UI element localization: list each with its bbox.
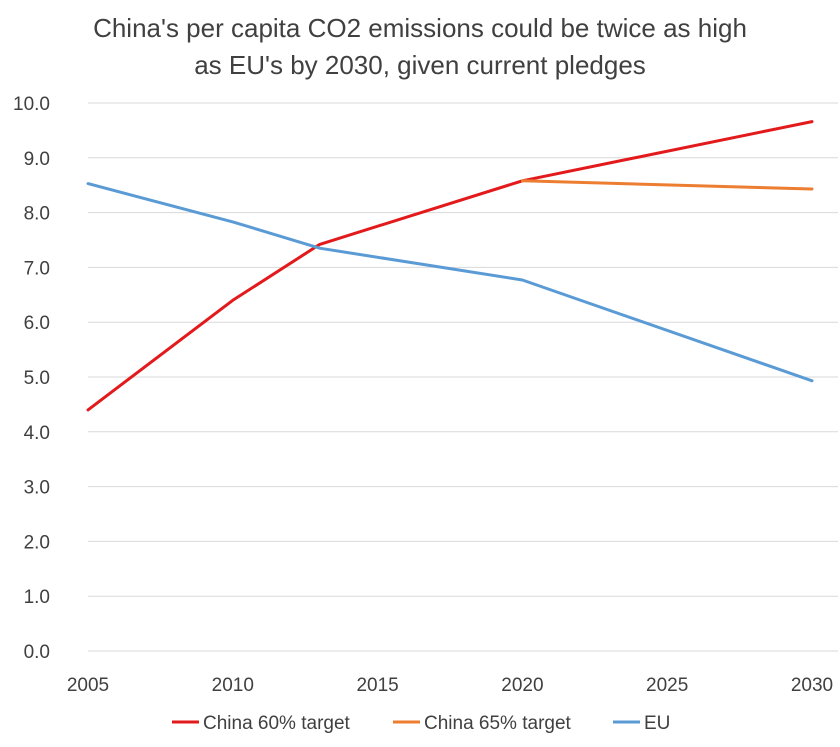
x-tick-label: 2015 xyxy=(356,675,398,696)
chart-title-line-2: as EU's by 2030, given current pledges xyxy=(194,50,646,80)
x-axis-tick-labels: 2005 2010 2015 2020 2025 2030 xyxy=(67,675,833,696)
y-tick-label: 5.0 xyxy=(24,368,50,389)
y-tick-label: 4.0 xyxy=(24,423,50,444)
legend: China 60% target China 65% target EU xyxy=(172,713,670,734)
y-tick-label: 10.0 xyxy=(13,94,50,115)
x-tick-label: 2005 xyxy=(67,675,109,696)
y-tick-label: 0.0 xyxy=(24,642,50,663)
x-tick-label: 2010 xyxy=(212,675,254,696)
legend-label: China 60% target xyxy=(203,713,351,734)
grid-lines xyxy=(88,102,838,652)
y-tick-label: 7.0 xyxy=(24,258,50,279)
y-tick-label: 6.0 xyxy=(24,313,50,334)
y-tick-label: 1.0 xyxy=(24,587,50,608)
legend-label: China 65% target xyxy=(424,713,572,734)
chart-title-line-1: China's per capita CO2 emissions could b… xyxy=(93,13,747,43)
legend-label: EU xyxy=(644,713,670,734)
x-tick-label: 2020 xyxy=(501,675,543,696)
y-axis-tick-labels: 0.0 1.0 2.0 3.0 4.0 5.0 6.0 7.0 8.0 9.0 10.0 xyxy=(13,94,50,663)
x-tick-label: 2030 xyxy=(791,675,833,696)
series-lines xyxy=(86,120,814,412)
y-tick-label: 2.0 xyxy=(24,532,50,553)
y-tick-label: 3.0 xyxy=(24,478,50,499)
y-tick-label: 8.0 xyxy=(24,204,50,225)
series-line-1 xyxy=(520,179,814,191)
series-line-0 xyxy=(86,120,814,412)
series-line-2 xyxy=(86,182,814,383)
y-tick-label: 9.0 xyxy=(24,149,50,170)
x-tick-label: 2025 xyxy=(646,675,688,696)
